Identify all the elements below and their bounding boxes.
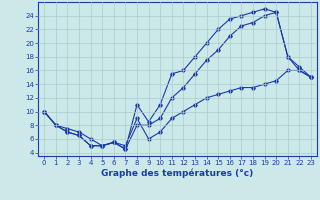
X-axis label: Graphe des températures (°c): Graphe des températures (°c) [101, 169, 254, 178]
